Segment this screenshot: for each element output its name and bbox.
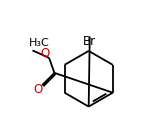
Text: O: O	[34, 84, 43, 96]
Text: H₃C: H₃C	[29, 38, 49, 48]
Text: O: O	[41, 47, 50, 60]
Text: Br: Br	[83, 35, 96, 48]
